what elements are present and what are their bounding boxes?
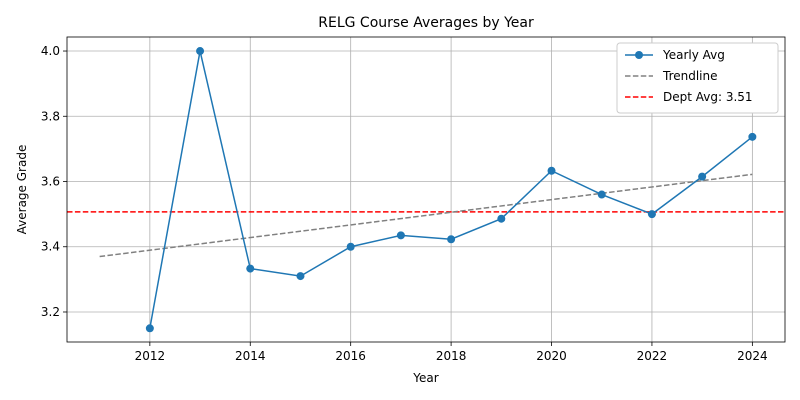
y-tick-label: 4.0 xyxy=(41,44,60,58)
data-point xyxy=(748,132,757,141)
data-point xyxy=(497,214,506,223)
data-point xyxy=(396,231,405,240)
data-point xyxy=(145,324,154,333)
plot-area-frame xyxy=(66,36,786,343)
x-tick-label: 2022 xyxy=(637,349,668,363)
data-point xyxy=(698,172,707,181)
legend-entry-dept-avg: Dept Avg: 3.51 xyxy=(663,90,753,104)
data-point xyxy=(246,264,255,273)
x-axis-ticks: 2012 2014 2016 2018 2020 2022 2024 xyxy=(135,342,768,363)
y-tick-label: 3.8 xyxy=(41,109,60,123)
x-tick-label: 2012 xyxy=(135,349,166,363)
data-point xyxy=(547,166,556,175)
legend-box xyxy=(616,42,779,114)
x-tick-label: 2016 xyxy=(335,349,366,363)
trendline xyxy=(99,173,753,258)
y-tick-label: 3.6 xyxy=(41,175,60,189)
data-point xyxy=(196,47,205,56)
x-axis-label: Year xyxy=(412,371,438,385)
y-tick-label: 3.2 xyxy=(41,305,60,319)
y-axis-label: Average Grade xyxy=(15,145,29,235)
y-axis-ticks: 3.2 3.4 3.6 3.8 4.0 xyxy=(41,44,67,319)
legend: Yearly Avg Trendline Dept Avg: 3.51 xyxy=(616,42,779,114)
legend-entry-trendline: Trendline xyxy=(662,69,718,83)
y-tick-label: 3.4 xyxy=(41,240,60,254)
data-point xyxy=(447,235,456,244)
data-point xyxy=(296,272,305,281)
chart-title: RELG Course Averages by Year xyxy=(318,15,534,31)
data-point xyxy=(346,242,355,251)
data-point xyxy=(597,190,606,199)
x-tick-label: 2014 xyxy=(235,349,266,363)
x-tick-label: 2020 xyxy=(536,349,567,363)
x-tick-label: 2024 xyxy=(737,349,768,363)
data-point xyxy=(647,210,656,219)
legend-entry-yearly-avg: Yearly Avg xyxy=(662,48,725,62)
x-tick-label: 2018 xyxy=(436,349,467,363)
series-layer xyxy=(99,47,757,333)
legend-marker-yearly-avg xyxy=(635,51,643,59)
